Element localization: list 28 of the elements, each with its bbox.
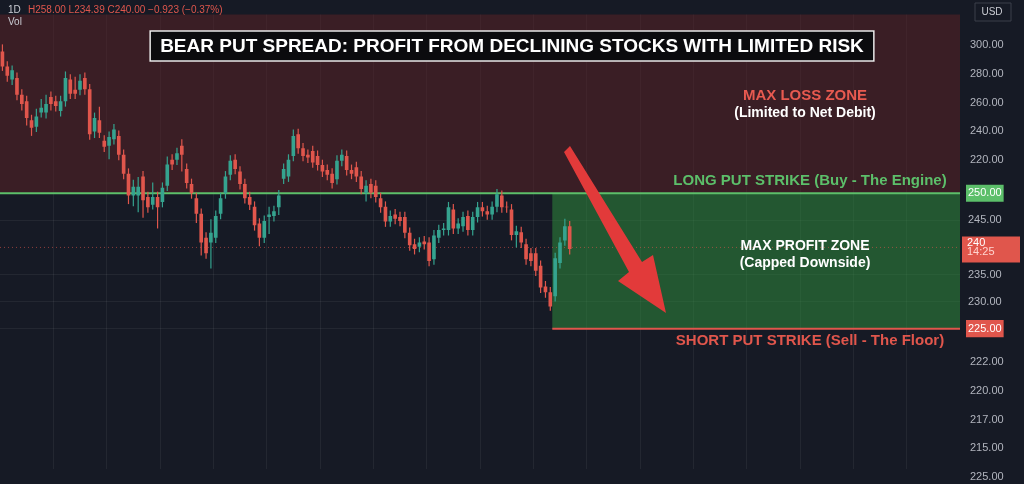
y-tick-label: 225.00	[968, 321, 1002, 334]
text: 260.00	[970, 96, 1004, 109]
ref-line-label: LONG PUT STRIKE (Buy - The Engine)	[673, 171, 947, 189]
y-tick-label: 230.00	[968, 294, 1002, 307]
candlestick	[78, 74, 82, 96]
annotation: (Limited to Net Debit)	[734, 103, 876, 120]
text: 217.00	[970, 413, 1004, 426]
text: 215.00	[970, 441, 1004, 454]
text: H258.00 L234.39 C240.00 −0.923 (−0.37%)	[28, 3, 223, 15]
candlestick	[175, 147, 179, 166]
y-tick-label: 245.00	[968, 213, 1002, 226]
text: 1D	[8, 3, 21, 15]
text: 280.00	[970, 67, 1004, 80]
text: 220.00	[970, 153, 1004, 166]
y-tick-label: 235.00	[968, 267, 1002, 280]
text: 300.00	[970, 38, 1004, 51]
annotation: (Capped Downside)	[739, 253, 871, 270]
text: 240.00	[970, 124, 1004, 137]
text: 220.00	[970, 384, 1004, 397]
annotation: MAX LOSS ZONE	[742, 86, 868, 104]
text: BEAR PUT SPREAD: PROFIT FROM DECLINING STOCKS WITH LIMITED RISK	[160, 35, 865, 57]
annotation: MAX PROFIT ZONE	[740, 236, 870, 253]
text: USD	[981, 5, 1003, 17]
ref-line-label: SHORT PUT STRIKE (Sell - The Floor)	[675, 330, 945, 348]
annotation: Vol	[8, 15, 22, 27]
text: 222.00	[970, 355, 1004, 368]
candlestick	[364, 180, 368, 202]
y-tick-label: 250.00	[968, 186, 1002, 199]
